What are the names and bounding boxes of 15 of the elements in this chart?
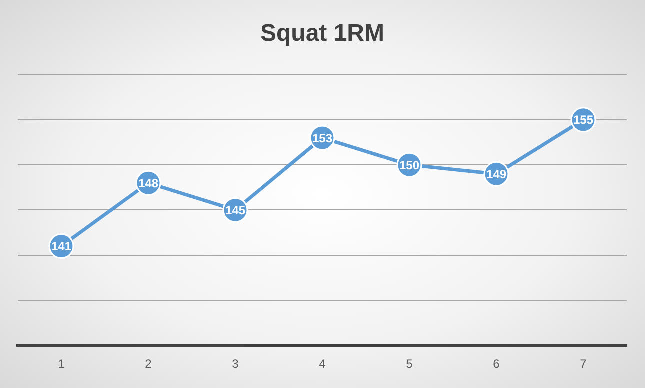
data-label: 153 bbox=[312, 131, 333, 146]
x-tick-label: 4 bbox=[319, 357, 326, 372]
x-tick-label: 2 bbox=[145, 357, 152, 372]
x-tick-label: 1 bbox=[58, 357, 66, 372]
data-label: 148 bbox=[138, 176, 159, 190]
chart-title: Squat 1RM bbox=[260, 20, 385, 48]
data-label: 155 bbox=[573, 113, 594, 128]
data-label: 141 bbox=[51, 240, 72, 254]
x-tick-label: 6 bbox=[493, 357, 500, 372]
data-label: 149 bbox=[486, 167, 507, 182]
x-tick-label: 5 bbox=[406, 357, 414, 372]
data-label: 150 bbox=[399, 158, 420, 172]
x-tick-label: 3 bbox=[232, 357, 240, 372]
data-label: 145 bbox=[225, 204, 246, 218]
x-tick-label: 7 bbox=[580, 357, 588, 372]
